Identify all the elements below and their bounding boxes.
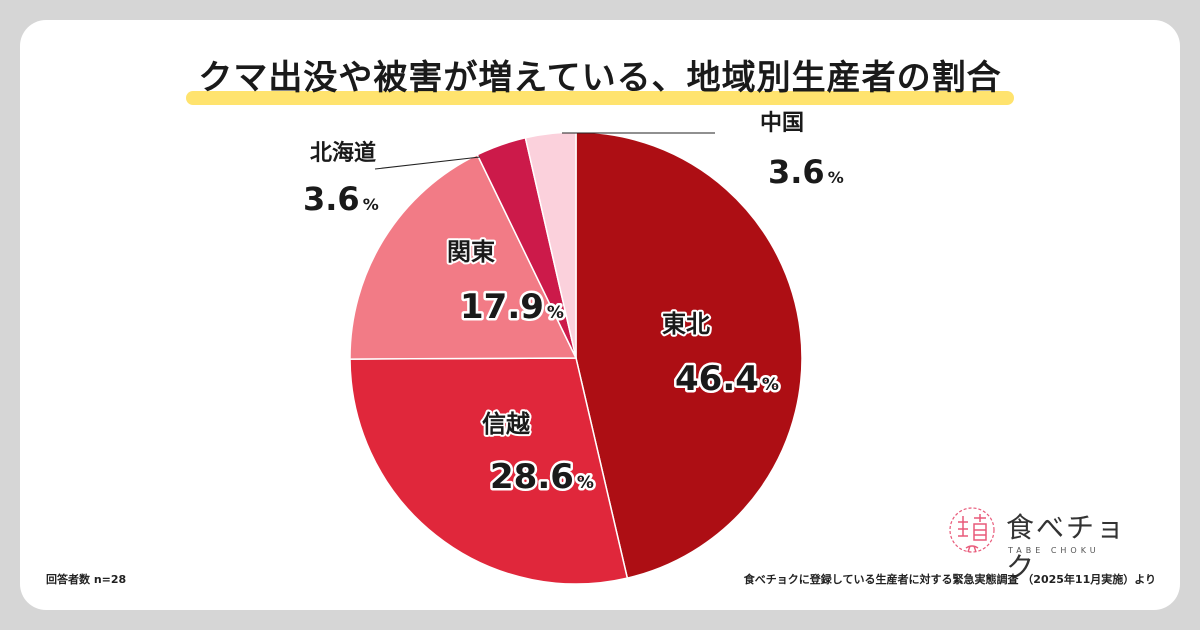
percent-sign: % (363, 195, 379, 214)
slice-label-name-2: 関東 (447, 238, 495, 266)
slice-label-value-4: 3.6% (768, 153, 844, 191)
percent-sign: % (828, 168, 844, 187)
respondent-count: 回答者数 n=28 (46, 573, 127, 586)
chart-title-text: クマ出没や被害が増えている、地域別生産者の割合 (198, 58, 1002, 98)
slice-label-name-0: 東北 (662, 310, 710, 338)
slice-label-value-2: 17.9% (460, 287, 564, 327)
pie-slice-1 (349, 357, 629, 585)
logo-name: 食べチョク (1006, 511, 1127, 584)
slice-label-name-1: 信越 (482, 410, 531, 438)
chart-card: クマ出没や被害が増えている、地域別生産者の割合 東北 46.4% 信越 28.6% 関東… (20, 20, 1180, 610)
source-note: 食べチョクに登録している生産者に対する緊急実態調査 （2025年11月実施）より (743, 573, 1156, 586)
chart-title: クマ出没や被害が増えている、地域別生産者の割合 (186, 50, 1014, 105)
title-highlight (186, 91, 1014, 105)
pie-slice-2 (349, 153, 578, 360)
percent-sign: % (762, 375, 779, 395)
pie-slice-4 (524, 131, 577, 359)
percent-sign: % (577, 473, 594, 493)
leader-line-3 (374, 156, 481, 170)
pie-slice-0 (575, 131, 803, 579)
slice-label-value-3: 3.6% (303, 180, 379, 218)
percent-sign: % (547, 303, 564, 323)
tabechoku-logo: 食べチョク TABE CHOKU (944, 502, 1144, 584)
logo-sub: TABE CHOKU (1008, 546, 1100, 555)
title-wrap: クマ出没や被害が増えている、地域別生産者の割合 (20, 50, 1180, 105)
slice-label-name-3: 北海道 (310, 140, 376, 166)
tabechoku-mark-icon (949, 507, 995, 553)
slice-label-value-0: 46.4% (675, 359, 779, 399)
slice-label-name-4: 中国 (760, 111, 804, 136)
